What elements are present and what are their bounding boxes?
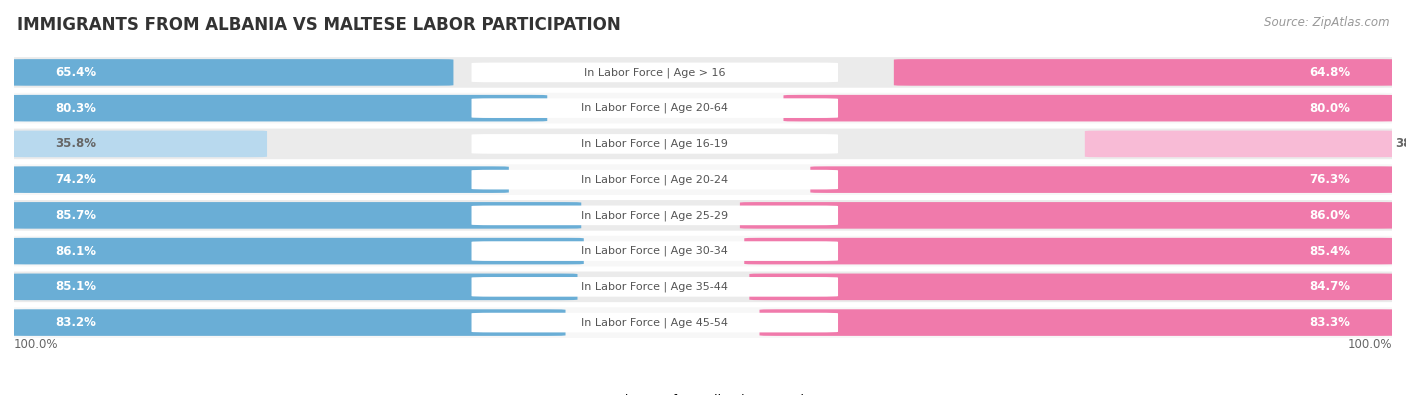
Text: In Labor Force | Age 45-54: In Labor Force | Age 45-54 (581, 317, 728, 328)
FancyBboxPatch shape (8, 131, 267, 157)
FancyBboxPatch shape (759, 309, 1398, 336)
Text: 65.4%: 65.4% (55, 66, 97, 79)
Text: Source: ZipAtlas.com: Source: ZipAtlas.com (1264, 16, 1389, 29)
Text: 74.2%: 74.2% (55, 173, 96, 186)
Text: In Labor Force | Age 20-64: In Labor Force | Age 20-64 (581, 103, 728, 113)
Text: 85.1%: 85.1% (55, 280, 97, 293)
Text: 83.3%: 83.3% (1310, 316, 1351, 329)
Text: 83.2%: 83.2% (55, 316, 96, 329)
FancyBboxPatch shape (894, 59, 1398, 86)
FancyBboxPatch shape (471, 205, 838, 225)
Text: 76.3%: 76.3% (1310, 173, 1351, 186)
FancyBboxPatch shape (0, 307, 1406, 338)
Text: In Labor Force | Age 20-24: In Labor Force | Age 20-24 (581, 174, 728, 185)
FancyBboxPatch shape (1085, 131, 1398, 157)
FancyBboxPatch shape (471, 170, 838, 190)
FancyBboxPatch shape (471, 241, 838, 261)
FancyBboxPatch shape (471, 62, 838, 82)
FancyBboxPatch shape (471, 134, 838, 154)
Text: 35.8%: 35.8% (55, 137, 97, 150)
FancyBboxPatch shape (0, 93, 1406, 124)
FancyBboxPatch shape (749, 274, 1398, 300)
FancyBboxPatch shape (0, 200, 1406, 231)
FancyBboxPatch shape (8, 238, 583, 264)
Text: In Labor Force | Age > 16: In Labor Force | Age > 16 (583, 67, 725, 78)
FancyBboxPatch shape (471, 98, 838, 118)
Text: 86.0%: 86.0% (1309, 209, 1351, 222)
FancyBboxPatch shape (8, 309, 565, 336)
Text: 100.0%: 100.0% (14, 338, 59, 351)
Text: 80.3%: 80.3% (55, 102, 96, 115)
Text: In Labor Force | Age 16-19: In Labor Force | Age 16-19 (581, 139, 728, 149)
Text: 64.8%: 64.8% (1309, 66, 1351, 79)
Text: 85.4%: 85.4% (1309, 245, 1351, 258)
Text: 100.0%: 100.0% (1347, 338, 1392, 351)
Text: In Labor Force | Age 35-44: In Labor Force | Age 35-44 (581, 282, 728, 292)
Legend: Immigrants from Albania, Maltese: Immigrants from Albania, Maltese (575, 394, 831, 395)
Text: 86.1%: 86.1% (55, 245, 97, 258)
Text: 38.5%: 38.5% (1395, 137, 1406, 150)
FancyBboxPatch shape (8, 274, 578, 300)
Text: In Labor Force | Age 30-34: In Labor Force | Age 30-34 (581, 246, 728, 256)
Text: 80.0%: 80.0% (1310, 102, 1351, 115)
FancyBboxPatch shape (0, 57, 1406, 88)
Text: 84.7%: 84.7% (1309, 280, 1351, 293)
FancyBboxPatch shape (810, 166, 1398, 193)
FancyBboxPatch shape (0, 164, 1406, 195)
FancyBboxPatch shape (471, 313, 838, 333)
FancyBboxPatch shape (0, 129, 1406, 159)
FancyBboxPatch shape (744, 238, 1398, 264)
FancyBboxPatch shape (8, 202, 581, 229)
FancyBboxPatch shape (8, 166, 509, 193)
Text: 85.7%: 85.7% (55, 209, 97, 222)
FancyBboxPatch shape (0, 271, 1406, 302)
FancyBboxPatch shape (783, 95, 1398, 121)
FancyBboxPatch shape (471, 277, 838, 297)
FancyBboxPatch shape (0, 236, 1406, 266)
FancyBboxPatch shape (8, 59, 454, 86)
FancyBboxPatch shape (740, 202, 1398, 229)
FancyBboxPatch shape (8, 95, 547, 121)
Text: IMMIGRANTS FROM ALBANIA VS MALTESE LABOR PARTICIPATION: IMMIGRANTS FROM ALBANIA VS MALTESE LABOR… (17, 16, 620, 34)
Text: In Labor Force | Age 25-29: In Labor Force | Age 25-29 (581, 210, 728, 221)
